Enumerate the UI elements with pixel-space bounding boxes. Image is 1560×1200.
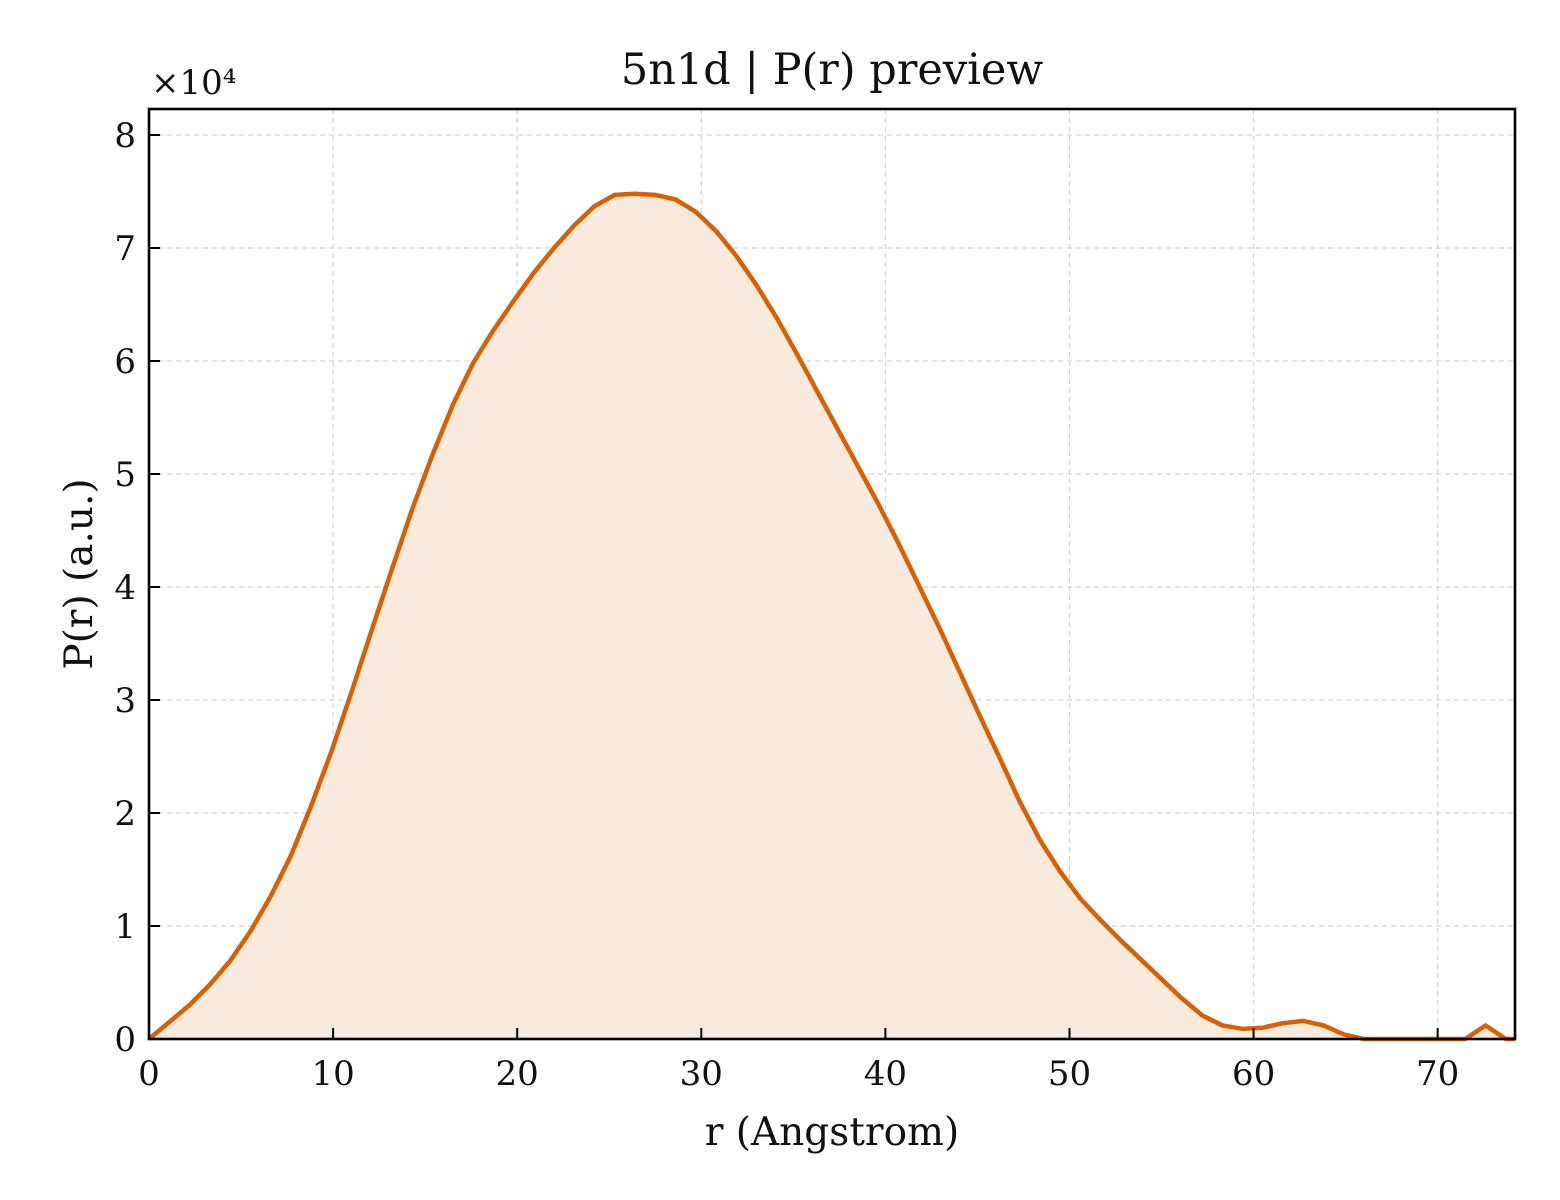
- x-tick-label: 30: [680, 1054, 723, 1094]
- x-tick-label: 50: [1048, 1054, 1091, 1094]
- plot-frame: [147, 107, 1517, 1041]
- x-axis-label: r (Angstrom): [705, 1110, 960, 1155]
- x-tick-label: 10: [311, 1054, 354, 1094]
- y-tick-label: 3: [114, 681, 136, 721]
- y-tick-label: 0: [114, 1020, 136, 1060]
- y-tick-label: 4: [114, 568, 136, 608]
- y-tick-label: 1: [114, 907, 136, 947]
- y-tick-label: 8: [114, 116, 136, 156]
- pr-area-fill: [149, 193, 1515, 1039]
- y-tick-label: 5: [114, 455, 136, 495]
- x-tick-label: 70: [1416, 1054, 1459, 1094]
- chart-title: 5n1d | P(r) preview: [621, 45, 1043, 95]
- y-offset-label: ×10⁴: [151, 63, 236, 103]
- x-tick-label: 0: [138, 1054, 160, 1094]
- pr-series-line: [147, 191, 1515, 1042]
- y-axis-label: P(r) (a.u.): [57, 478, 102, 669]
- y-tick-label: 7: [114, 229, 136, 269]
- axis-ticks: 0 10 20 30 40 50 60 70 0 1 2 3 4 5 6 7 8: [114, 116, 1459, 1094]
- y-tick-label: 2: [114, 794, 136, 834]
- x-tick-label: 40: [864, 1054, 907, 1094]
- x-tick-label: 60: [1232, 1054, 1275, 1094]
- x-tick-label: 20: [496, 1054, 539, 1094]
- y-tick-label: 6: [114, 342, 136, 382]
